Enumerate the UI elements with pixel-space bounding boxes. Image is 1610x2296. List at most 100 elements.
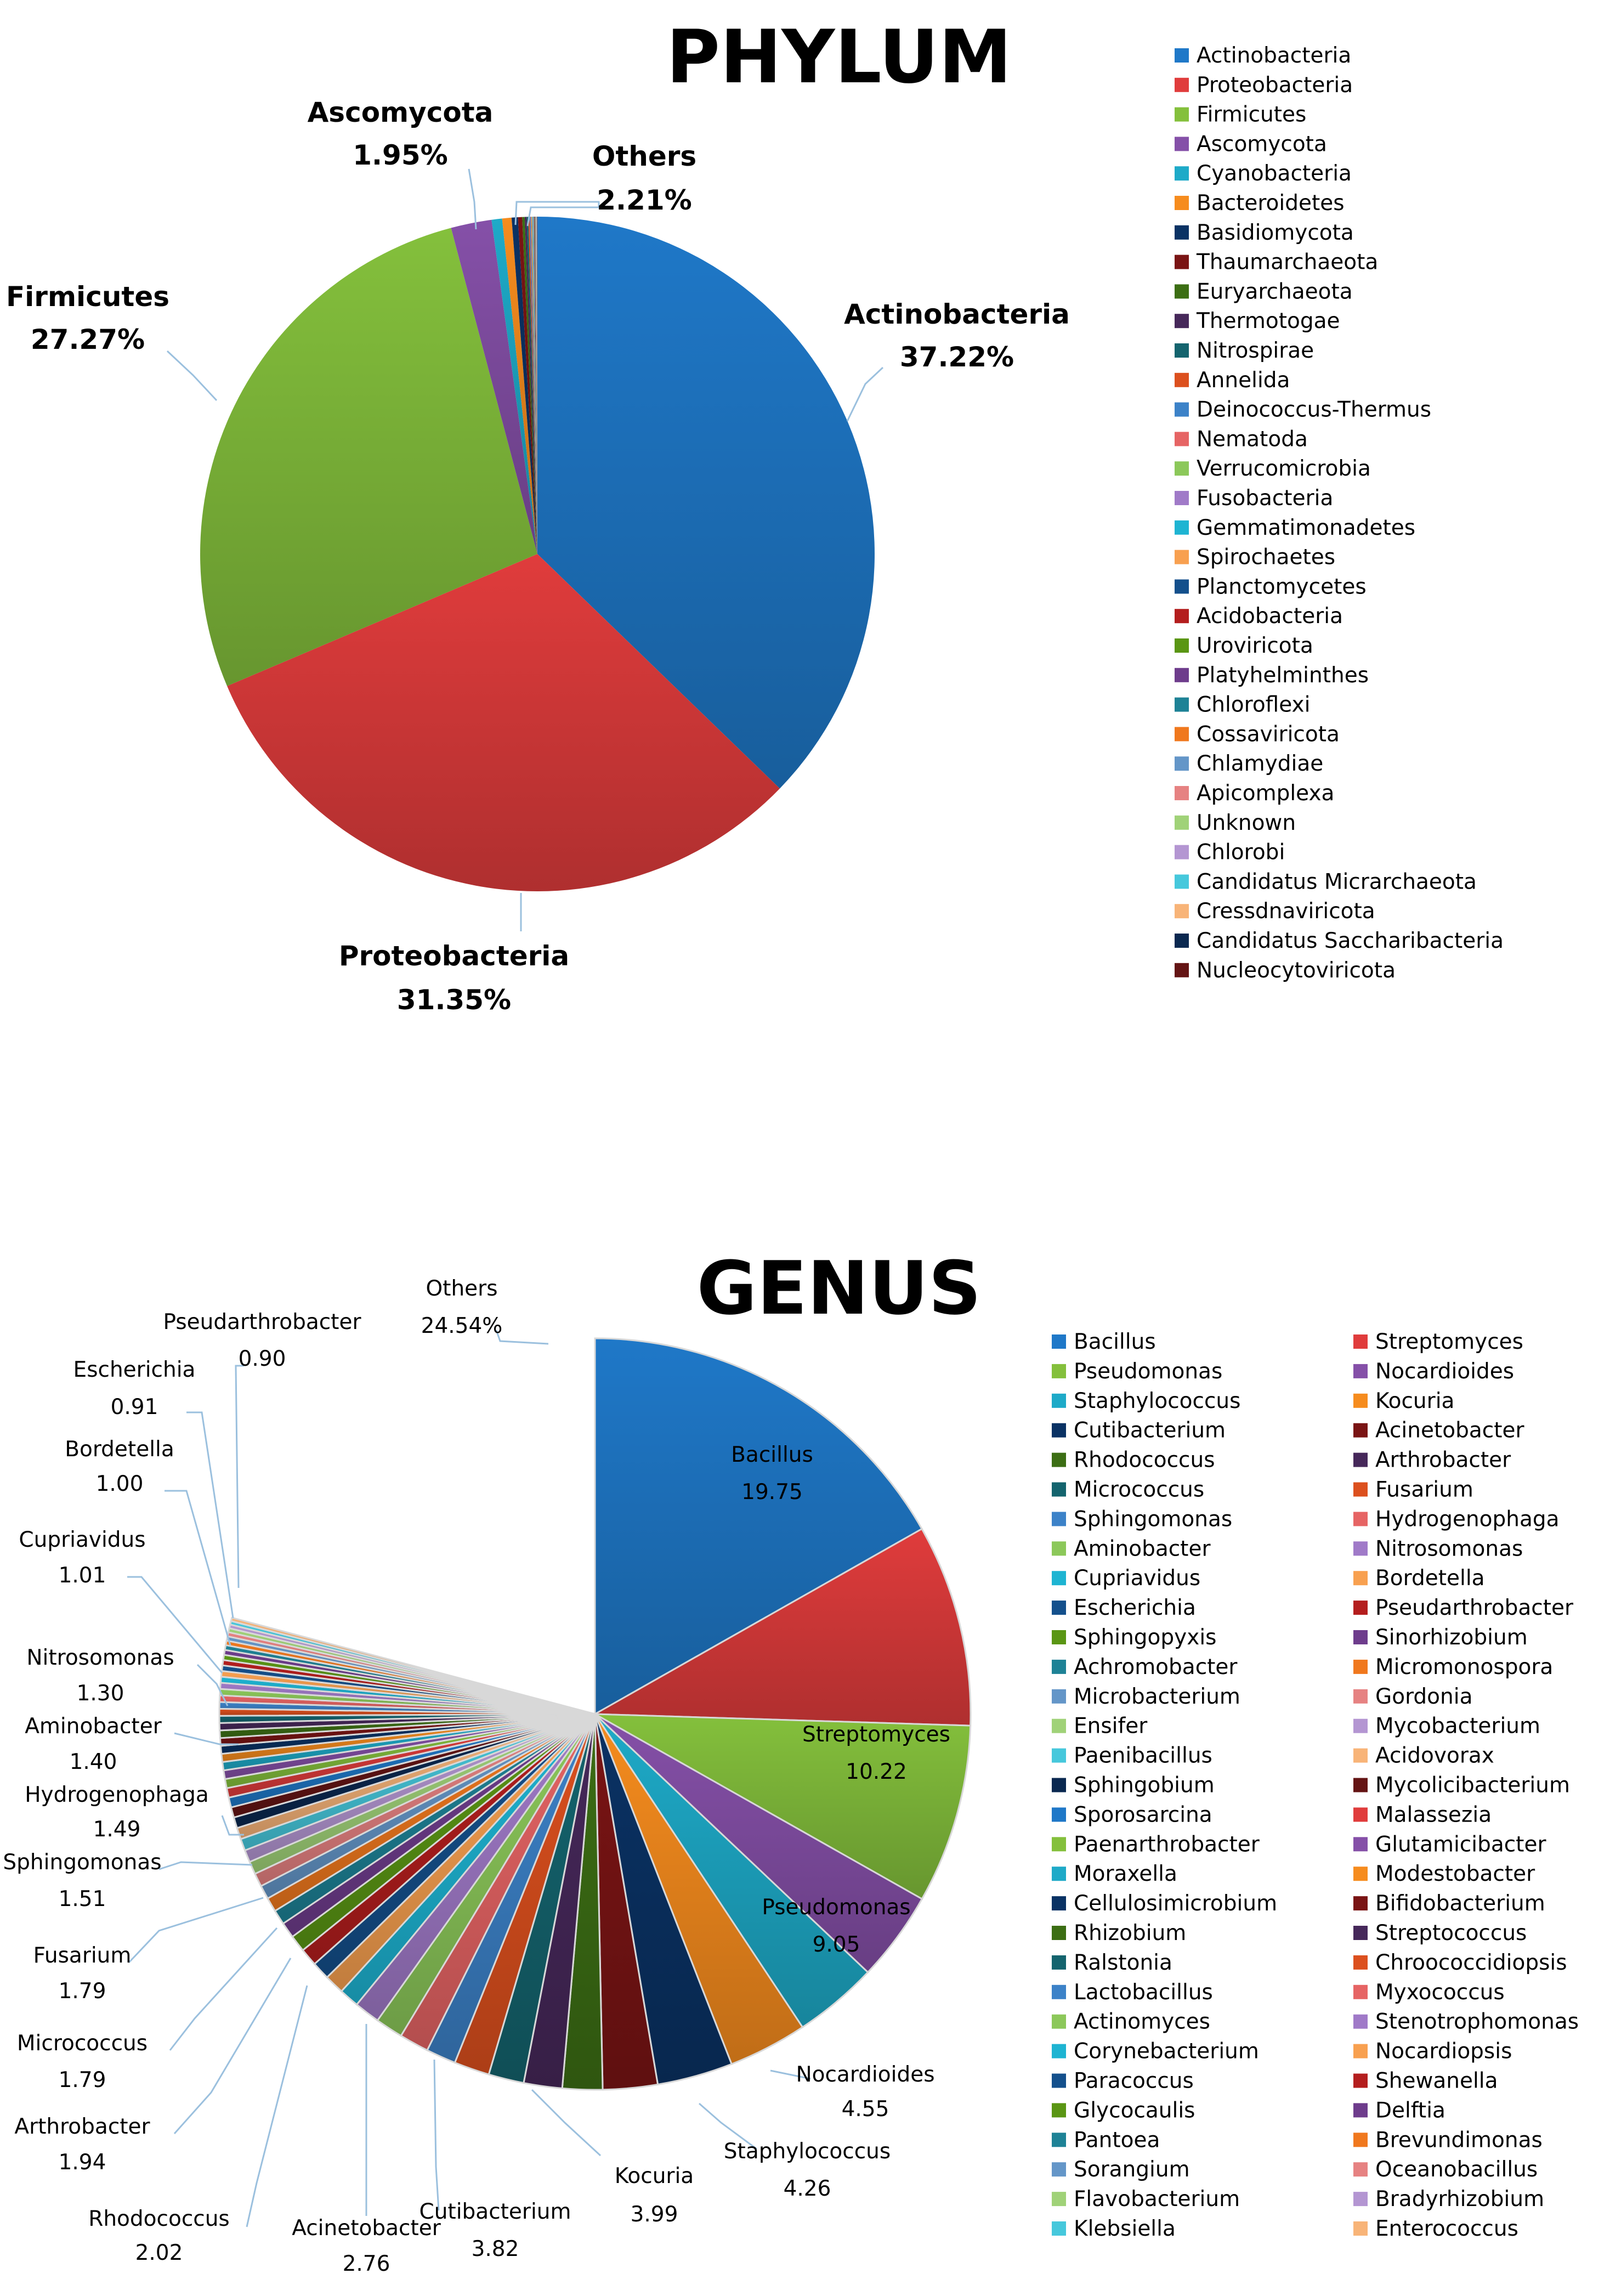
phylum-legend-item-planctomycetes: Planctomycetes [1175, 574, 1367, 599]
genus-legend-label: Myxococcus [1375, 1980, 1505, 2005]
phylum-legend-swatch [1175, 550, 1189, 564]
genus-legend-label: Sporosarcina [1074, 1802, 1212, 1827]
genus-legend-swatch [1353, 1867, 1368, 1881]
phylum-legend-label: Apicomplexa [1197, 781, 1334, 806]
genus-legend-item-achromobacter: Achromobacter [1052, 1655, 1238, 1679]
phylum-legend-item-platyhelminthes: Platyhelminthes [1175, 663, 1369, 688]
genus-legend-swatch [1052, 1659, 1066, 1674]
phylum-legend-swatch [1175, 314, 1189, 329]
phylum-legend-item-nematoda: Nematoda [1175, 427, 1308, 451]
phylum-slice-thermotogae [524, 217, 537, 554]
phylum-legend-item-firmicutes: Firmicutes [1175, 103, 1306, 127]
phylum-legend-label: Uroviricota [1197, 634, 1313, 658]
phylum-legend-swatch [1175, 196, 1189, 210]
genus-legend-item-acidovorax: Acidovorax [1353, 1744, 1494, 1768]
genus-legend-swatch [1353, 1512, 1368, 1526]
phylum-legend-swatch [1175, 609, 1189, 624]
genus-legend-label: Cupriavidus [1074, 1566, 1200, 1591]
phylum-legend-label: Chlorobi [1197, 840, 1285, 865]
phylum-legend-item-unknown: Unknown [1175, 811, 1296, 835]
genus-legend-label: Paenarthrobacter [1074, 1832, 1260, 1857]
genus-legend-item-brevundimonas: Brevundimonas [1353, 2128, 1543, 2152]
phylum-legend-label: Spirochaetes [1197, 545, 1335, 570]
phylum-value-ascomycota: 1.95% [353, 139, 447, 171]
genus-slice-streptomyces [592, 1528, 972, 1727]
genus-label-others: Others [426, 1276, 497, 1301]
genus-label-pseudomonas: Pseudomonas [762, 1895, 910, 1920]
phylum-legend-item-ascomycota: Ascomycota [1175, 132, 1327, 156]
genus-legend-label: Kocuria [1375, 1389, 1454, 1413]
genus-value-rhodococcus: 2.02 [135, 2241, 183, 2265]
phylum-legend-label: Chloroflexi [1197, 693, 1310, 717]
phylum-slice-acidobacteria [534, 217, 537, 554]
genus-label-cupriavidus: Cupriavidus [19, 1528, 145, 1552]
genus-label-acinetobacter: Acinetobacter [292, 2216, 441, 2241]
genus-legend-item-nocardioides: Nocardioides [1353, 1359, 1514, 1384]
genus-legend-label: Cellulosimicrobium [1074, 1891, 1277, 1916]
genus-legend-swatch [1353, 1482, 1368, 1497]
phylum-value-proteobacteria: 31.35% [397, 984, 511, 1016]
phylum-leader-others [526, 206, 599, 227]
phylum-legend-item-actinobacteria: Actinobacteria [1175, 43, 1351, 68]
genus-legend-label: Rhodococcus [1074, 1448, 1215, 1473]
genus-leader-escherichia [186, 1411, 234, 1619]
phylum-slice-uroviricota [535, 217, 537, 554]
phylum-legend-item-chloroflexi: Chloroflexi [1175, 693, 1310, 717]
genus-legend-swatch [1353, 1896, 1368, 1911]
phylum-legend-swatch [1175, 786, 1189, 800]
phylum-legend-swatch [1175, 697, 1189, 712]
phylum-label-ascomycota: Ascomycota [308, 97, 494, 128]
phylum-legend-swatch [1175, 815, 1189, 830]
genus-legend-label: Hydrogenophaga [1375, 1507, 1560, 1531]
genus-legend-label: Brevundimonas [1375, 2128, 1543, 2152]
genus-legend-item-micromonospora: Micromonospora [1353, 1655, 1553, 1679]
genus-legend-item-streptococcus: Streptococcus [1353, 1921, 1527, 1946]
phylum-legend-item-deinococcus-thermus: Deinococcus-Thermus [1175, 398, 1431, 422]
genus-legend-swatch [1353, 1571, 1368, 1586]
genus-value-aminobacter: 1.40 [70, 1750, 117, 1774]
genus-leader-hydrogenophaga [221, 1815, 244, 1836]
phylum-legend-swatch [1175, 727, 1189, 742]
genus-legend-swatch [1052, 1748, 1066, 1763]
genus-legend-item-sphingobium: Sphingobium [1052, 1773, 1215, 1798]
genus-legend-item-escherichia: Escherichia [1052, 1596, 1196, 1620]
phylum-legend-label: Firmicutes [1197, 103, 1306, 127]
phylum-legend-swatch [1175, 904, 1189, 919]
genus-value-nitrosomonas: 1.30 [77, 1681, 124, 1706]
genus-legend-label: Moraxella [1074, 1862, 1177, 1886]
genus-legend-label: Glutamicibacter [1375, 1832, 1546, 1857]
phylum-slice-ascomycota [451, 219, 537, 555]
genus-legend-item-acinetobacter: Acinetobacter [1353, 1418, 1525, 1443]
phylum-legend-item-cossaviricota: Cossaviricota [1175, 722, 1340, 747]
genus-slice-enterococcus [230, 1616, 596, 1715]
genus-legend-label: Sinorhizobium [1375, 1625, 1528, 1650]
genus-legend-item-cutibacterium: Cutibacterium [1052, 1418, 1226, 1443]
genus-legend-label: Sphingobium [1074, 1773, 1215, 1798]
phylum-legend-swatch [1175, 874, 1189, 889]
phylum-legend-item-annelida: Annelida [1175, 368, 1290, 393]
genus-legend-swatch [1052, 2014, 1066, 2029]
genus-leader-micrococcus [169, 1927, 278, 2051]
genus-legend-label: Micrococcus [1074, 1478, 1204, 1502]
genus-legend-label: Pseudomonas [1074, 1359, 1222, 1384]
genus-label-escherichia: Escherichia [73, 1358, 196, 1382]
genus-value-acinetobacter: 2.76 [343, 2252, 390, 2276]
phylum-legend-item-thaumarchaeota: Thaumarchaeota [1175, 250, 1378, 275]
genus-leader-fusarium [128, 1897, 264, 1964]
genus-legend-label: Lactobacillus [1074, 1980, 1213, 2005]
phylum-leader-actinobacteria [846, 366, 884, 422]
genus-legend-swatch [1052, 1334, 1066, 1349]
phylum-label-proteobacteria: Proteobacteria [339, 940, 569, 972]
genus-slice-bacillus [594, 1337, 923, 1716]
genus-legend-item-myxococcus: Myxococcus [1353, 1980, 1505, 2005]
genus-legend-swatch [1052, 1364, 1066, 1378]
genus-legend-item-paenarthrobacter: Paenarthrobacter [1052, 1832, 1260, 1857]
phylum-slice-cossaviricota [535, 217, 537, 554]
genus-legend-item-cellulosimicrobium: Cellulosimicrobium [1052, 1891, 1277, 1916]
genus-legend-swatch [1052, 1482, 1066, 1497]
genus-legend-swatch [1353, 2014, 1368, 2029]
genus-legend-swatch [1052, 1689, 1066, 1704]
genus-legend-item-malassezia: Malassezia [1353, 1802, 1492, 1827]
phylum-slice-proteobacteria [227, 554, 780, 891]
genus-legend-swatch [1052, 1452, 1066, 1467]
